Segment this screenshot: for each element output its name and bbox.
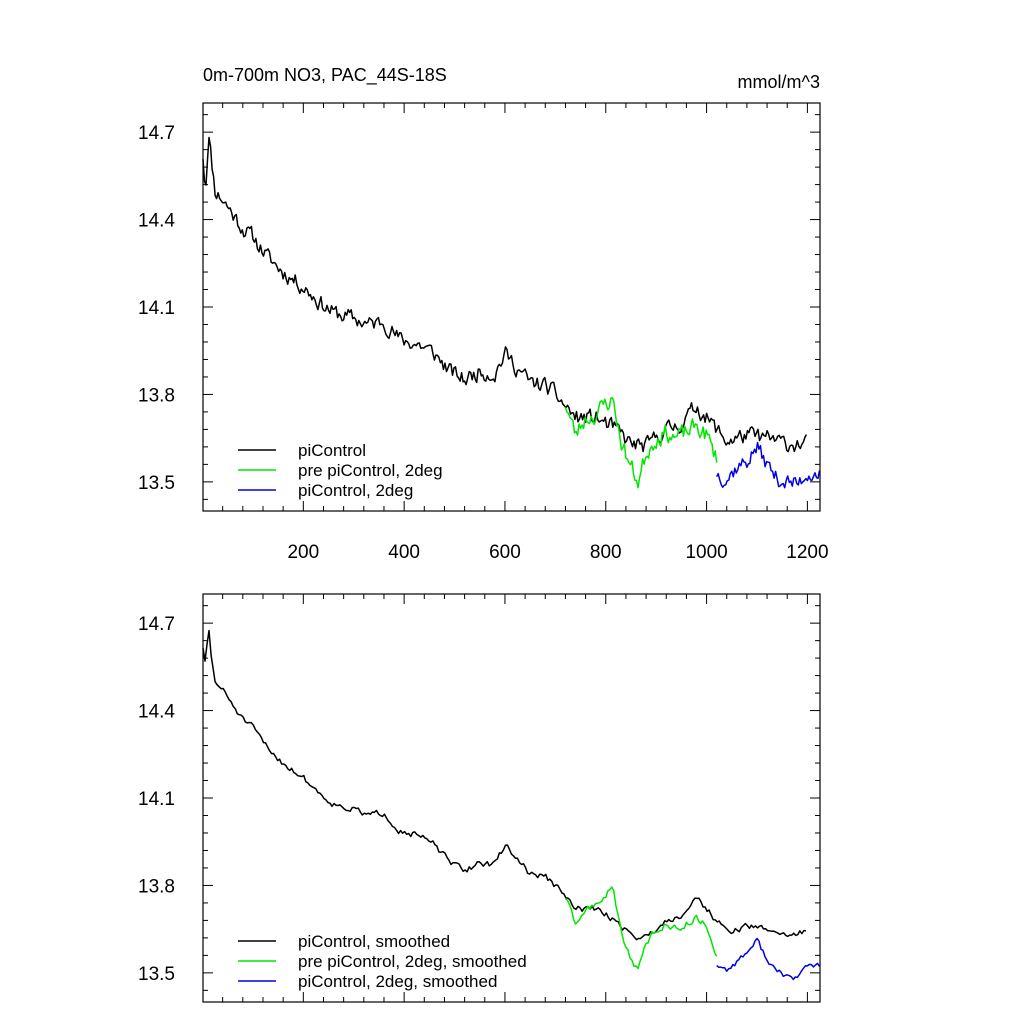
tick-layer: 13.5 13.8 14.1 14.4 14.7 — [138, 594, 820, 1002]
x-tick-label: 600 — [489, 542, 521, 563]
series-layer — [202, 136, 821, 489]
x-tick-label: 1000 — [685, 542, 727, 563]
y-tick-label: 13.8 — [138, 385, 175, 406]
y-tick-label: 14.7 — [138, 123, 175, 144]
bottom-panel: 13.5 13.8 14.1 14.4 14.7 piControl, smoothed… — [138, 593, 821, 1003]
y-tick-label: 14.7 — [138, 614, 175, 635]
series-line-1 — [202, 629, 807, 941]
x-tick-label: 400 — [388, 542, 420, 563]
y-tick-label: 14.4 — [138, 211, 175, 232]
top-panel: 0m-700m NO3, PAC_44S-18S mmol/m^3 13.513… — [138, 65, 829, 563]
legend-label: pre piControl, 2deg — [298, 461, 443, 480]
y-tick-label: 14.4 — [138, 702, 175, 723]
series-line-1 — [202, 136, 808, 453]
units-label: mmol/m^3 — [738, 72, 820, 92]
legend-label: pre piControl, 2deg, smoothed — [298, 952, 527, 971]
plot-frame — [202, 102, 821, 512]
series-layer — [202, 629, 821, 981]
y-tick-label: 14.1 — [138, 298, 175, 319]
x-tick-label: 800 — [590, 542, 622, 563]
y-tick-label: 13.5 — [138, 473, 175, 494]
series-line-3 — [716, 441, 821, 489]
x-tick-label: 200 — [287, 542, 319, 563]
series-line-2 — [564, 397, 718, 489]
y-tick-label: 13.8 — [138, 876, 175, 897]
legend-label: piControl, 2deg, smoothed — [298, 972, 497, 991]
y-tick-label: 14.1 — [138, 789, 175, 810]
plot-frame — [202, 593, 821, 1003]
legend-label: piControl, smoothed — [298, 932, 450, 951]
series-line-3 — [716, 937, 821, 981]
tick-layer: 13.5 13.8 14.1 14.4 14.7 200 400 600 800 1000 1200 — [138, 103, 829, 563]
legend-label: piControl, 2deg — [298, 481, 413, 500]
legend-label: piControl — [298, 441, 366, 460]
y-tick-label: 13.5 — [138, 964, 175, 985]
series-line-2 — [564, 886, 718, 970]
chart-title: 0m-700m NO3, PAC_44S-18S — [203, 65, 447, 86]
x-tick-label: 1200 — [786, 542, 828, 563]
